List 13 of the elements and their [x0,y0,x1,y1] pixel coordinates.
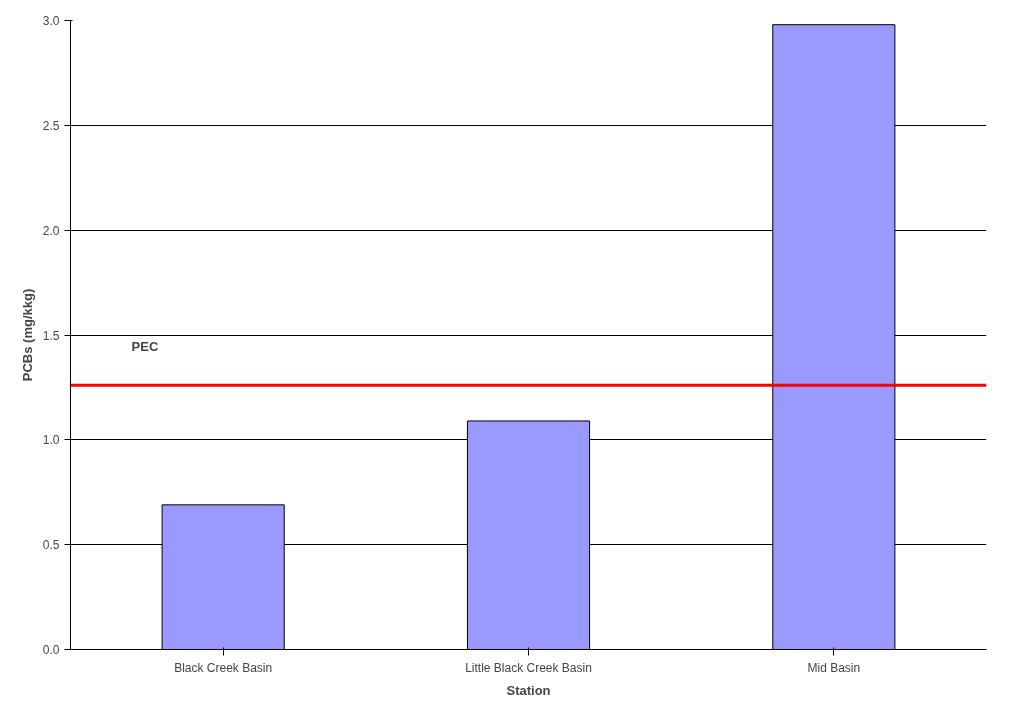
y-axis-title: PCBs (mg/kkg) [19,288,35,382]
y-tick-label: 0.5 [42,538,60,553]
y-tick-label: 0.0 [42,643,60,657]
y-tick-label: 1.5 [42,328,60,343]
y-tick-label: 2.5 [42,118,60,133]
y-tick-label: 1.0 [42,433,60,448]
y-tick-label: 3.0 [42,14,60,28]
x-tick-label: Black Creek Basin [174,660,273,675]
ref-line-label: PEC [131,338,159,354]
x-tick-label: Little Black Creek Basin [465,660,592,675]
x-tick-label: Mid Basin [807,660,861,675]
y-tick-label: 2.0 [42,223,60,238]
x-axis-title: Station [506,682,551,698]
